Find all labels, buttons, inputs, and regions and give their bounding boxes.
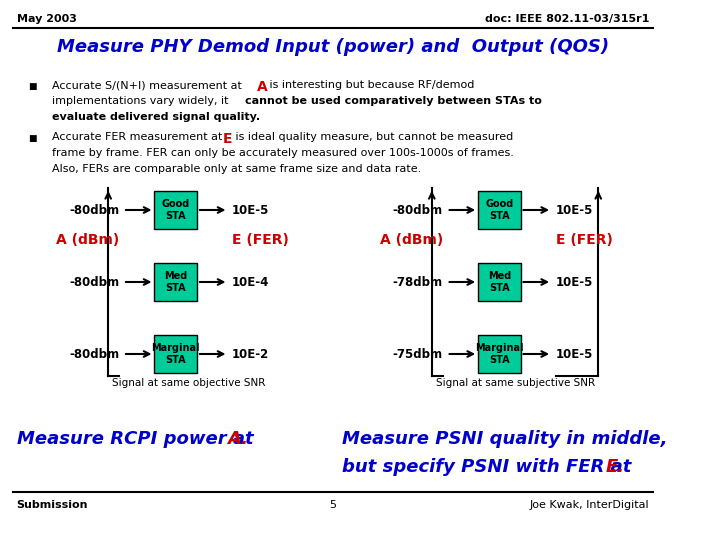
Text: Good
STA: Good STA: [161, 199, 190, 221]
Text: E (FER): E (FER): [232, 233, 289, 247]
Text: -80dbm: -80dbm: [69, 204, 120, 217]
Text: Signal at same subjective SNR: Signal at same subjective SNR: [436, 378, 595, 388]
Text: Measure PHY Demod Input (power) and  Output (QOS): Measure PHY Demod Input (power) and Outp…: [57, 38, 609, 56]
Text: 10E-4: 10E-4: [232, 275, 269, 288]
Bar: [478, 263, 521, 301]
Text: -80dbm: -80dbm: [69, 348, 120, 361]
Text: Marginal
STA: Marginal STA: [475, 343, 523, 365]
Text: Signal at same objective SNR: Signal at same objective SNR: [112, 378, 265, 388]
Text: cannot be used comparatively between STAs to: cannot be used comparatively between STA…: [245, 96, 542, 106]
Text: but specify PSNI with FER at: but specify PSNI with FER at: [342, 458, 638, 476]
Text: 10E-2: 10E-2: [232, 348, 269, 361]
Text: 5: 5: [329, 500, 336, 510]
Text: Med
STA: Med STA: [164, 271, 187, 293]
Bar: [154, 335, 197, 373]
Text: -78dbm: -78dbm: [393, 275, 443, 288]
Text: Accurate FER measurement at: Accurate FER measurement at: [52, 132, 225, 142]
Text: 10E-5: 10E-5: [556, 275, 593, 288]
Text: 10E-5: 10E-5: [556, 348, 593, 361]
Text: Submission: Submission: [17, 500, 88, 510]
Text: is ideal quality measure, but cannot be measured: is ideal quality measure, but cannot be …: [232, 132, 513, 142]
Text: -80dbm: -80dbm: [69, 275, 120, 288]
Text: Good
STA: Good STA: [485, 199, 513, 221]
Text: A.: A.: [228, 430, 248, 448]
Text: ■: ■: [28, 82, 36, 91]
Bar: [478, 335, 521, 373]
Text: -75dbm: -75dbm: [393, 348, 443, 361]
Text: implementations vary widely, it: implementations vary widely, it: [52, 96, 232, 106]
Text: ■: ■: [28, 134, 36, 143]
Text: A (dBm): A (dBm): [56, 233, 120, 247]
Text: is interesting but because RF/demod: is interesting but because RF/demod: [266, 80, 474, 90]
Text: Marginal
STA: Marginal STA: [151, 343, 200, 365]
Text: 10E-5: 10E-5: [556, 204, 593, 217]
Text: -80dbm: -80dbm: [393, 204, 443, 217]
Text: frame by frame. FER can only be accurately measured over 100s-1000s of frames.: frame by frame. FER can only be accurate…: [52, 148, 513, 158]
Text: Also, FERs are comparable only at same frame size and data rate.: Also, FERs are comparable only at same f…: [52, 164, 421, 174]
Bar: [154, 263, 197, 301]
Bar: [478, 191, 521, 229]
Bar: [154, 191, 197, 229]
Text: May 2003: May 2003: [17, 14, 76, 24]
Text: E.: E.: [606, 458, 625, 476]
Text: A (dBm): A (dBm): [379, 233, 443, 247]
Text: E (FER): E (FER): [556, 233, 613, 247]
Text: Accurate S/(N+I) measurement at: Accurate S/(N+I) measurement at: [52, 80, 245, 90]
Text: 10E-5: 10E-5: [232, 204, 269, 217]
Text: evaluate delivered signal quality.: evaluate delivered signal quality.: [52, 112, 260, 122]
Text: Measure RCPI power at: Measure RCPI power at: [17, 430, 259, 448]
Text: Joe Kwak, InterDigital: Joe Kwak, InterDigital: [529, 500, 649, 510]
Text: A: A: [257, 80, 268, 94]
Text: E: E: [223, 132, 233, 146]
Text: Measure PSNI quality in middle,: Measure PSNI quality in middle,: [342, 430, 667, 448]
Text: doc: IEEE 802.11-03/315r1: doc: IEEE 802.11-03/315r1: [485, 14, 649, 24]
Text: Med
STA: Med STA: [487, 271, 511, 293]
